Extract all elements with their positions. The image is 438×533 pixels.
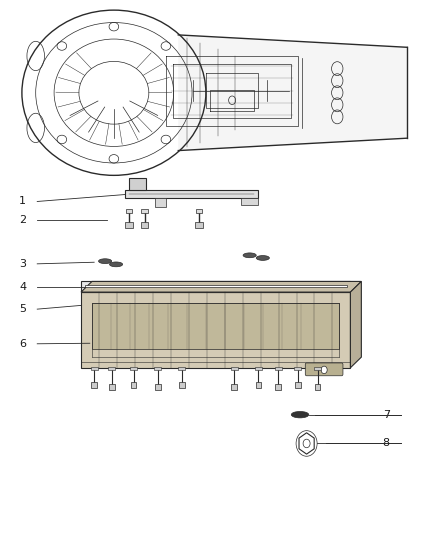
Text: 6: 6 xyxy=(19,339,26,349)
Bar xyxy=(108,367,115,370)
Bar xyxy=(126,209,132,213)
Text: 3: 3 xyxy=(19,259,26,269)
Text: 7: 7 xyxy=(383,410,390,419)
Ellipse shape xyxy=(243,253,256,258)
Text: 4: 4 xyxy=(19,282,26,292)
Ellipse shape xyxy=(99,259,112,264)
Text: 1: 1 xyxy=(19,197,26,206)
Bar xyxy=(231,367,238,370)
Ellipse shape xyxy=(256,255,269,260)
Circle shape xyxy=(321,366,327,374)
Bar xyxy=(130,367,137,370)
Circle shape xyxy=(303,439,310,448)
Bar xyxy=(195,222,203,228)
Bar xyxy=(131,382,137,388)
Bar xyxy=(314,367,321,370)
Bar xyxy=(91,382,97,388)
Text: 2: 2 xyxy=(19,215,26,225)
Polygon shape xyxy=(350,281,361,368)
Bar xyxy=(129,178,146,190)
Bar xyxy=(179,382,185,388)
Bar xyxy=(255,367,262,370)
FancyBboxPatch shape xyxy=(305,363,343,376)
Ellipse shape xyxy=(110,262,123,266)
Bar xyxy=(295,382,301,388)
Bar xyxy=(232,384,237,390)
Bar xyxy=(196,209,202,213)
Bar xyxy=(241,198,258,205)
Bar xyxy=(154,367,161,370)
Bar xyxy=(275,367,282,370)
Bar xyxy=(178,367,185,370)
Text: 5: 5 xyxy=(19,304,26,314)
Bar xyxy=(81,281,350,292)
Bar xyxy=(92,303,339,349)
Bar xyxy=(81,292,350,368)
Bar xyxy=(125,190,258,198)
Polygon shape xyxy=(178,35,407,151)
Bar xyxy=(91,367,98,370)
Bar xyxy=(294,367,301,370)
Polygon shape xyxy=(81,281,361,292)
Bar xyxy=(141,222,148,228)
Bar xyxy=(155,198,166,207)
Text: 8: 8 xyxy=(383,439,390,448)
Bar xyxy=(141,209,148,213)
Bar xyxy=(109,384,115,390)
Bar xyxy=(155,384,160,390)
Bar xyxy=(314,384,321,390)
Bar xyxy=(85,285,347,287)
Bar xyxy=(275,384,281,390)
Bar xyxy=(125,222,133,228)
Ellipse shape xyxy=(291,411,309,418)
Bar xyxy=(256,382,261,388)
